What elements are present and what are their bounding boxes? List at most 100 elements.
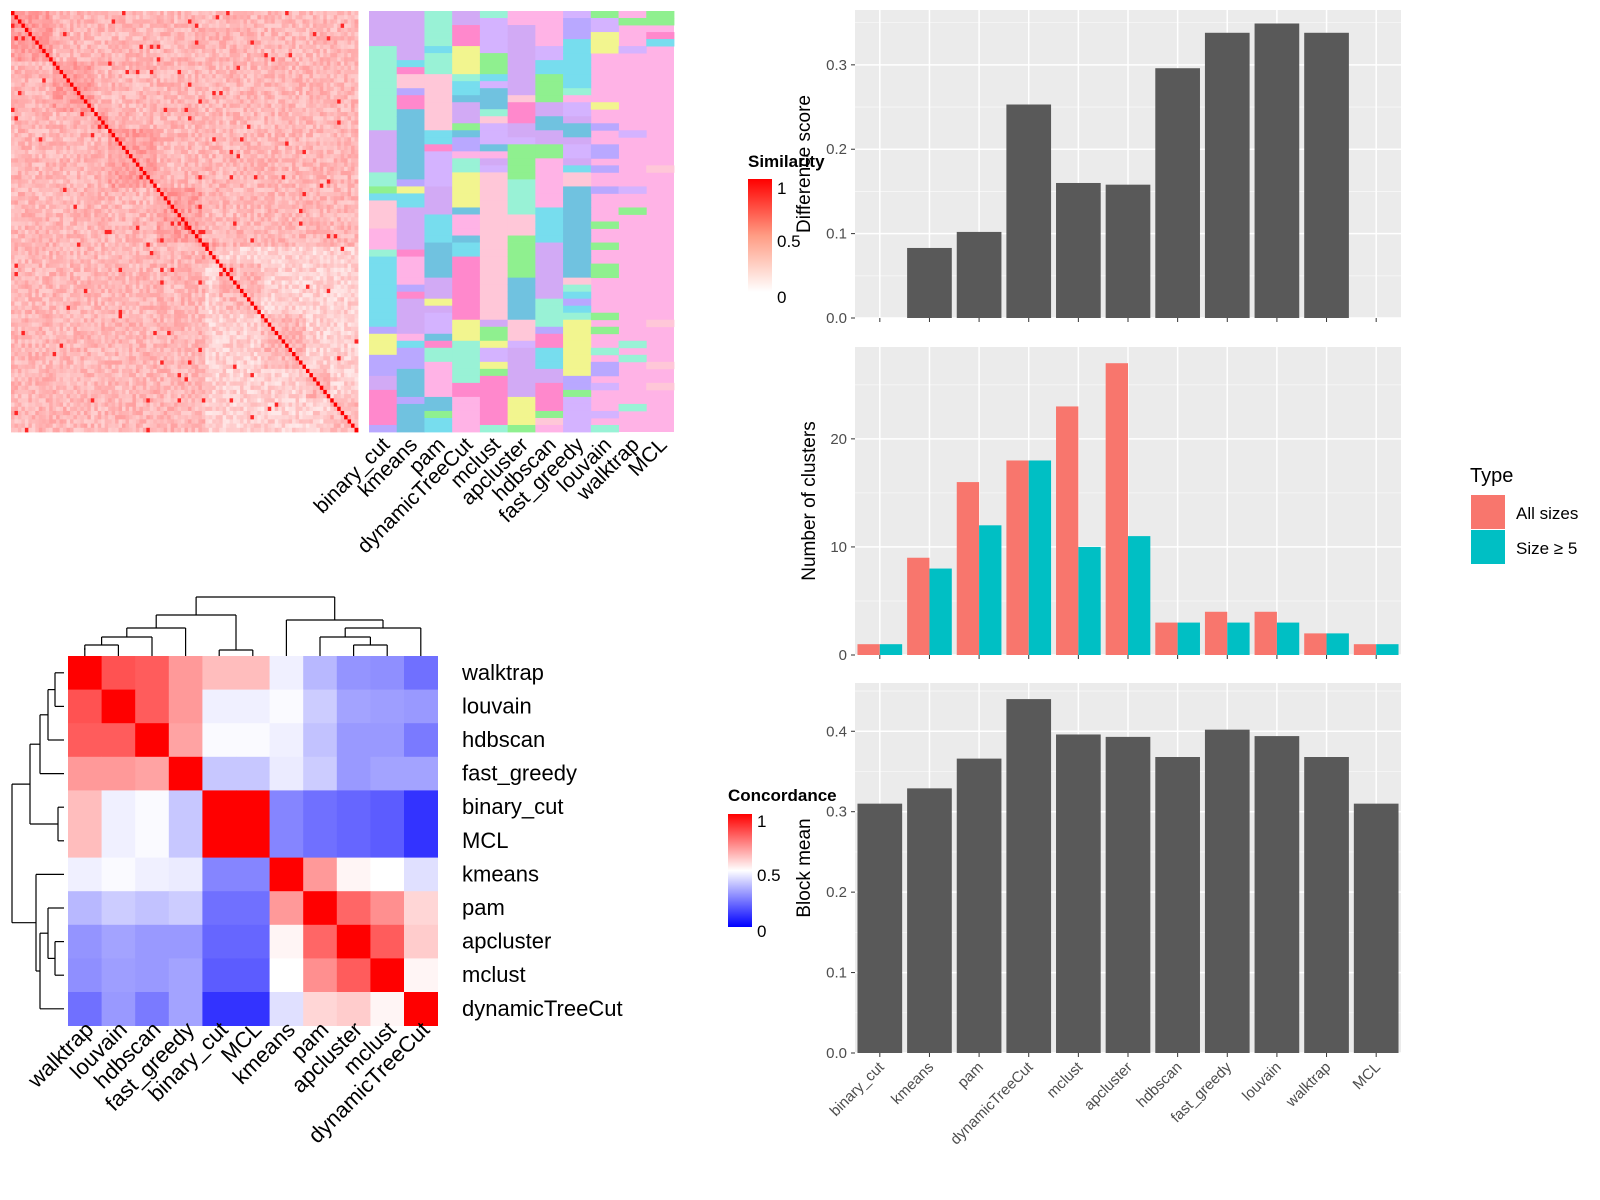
similarity-cell <box>17 19 22 25</box>
similarity-cell <box>243 61 248 67</box>
similarity-cell <box>153 44 158 50</box>
similarity-cell <box>146 187 151 193</box>
similarity-cell <box>177 200 182 206</box>
similarity-cell <box>163 200 168 206</box>
similarity-cell <box>194 141 199 147</box>
similarity-cell <box>163 128 168 134</box>
similarity-cell <box>28 11 33 16</box>
similarity-cell <box>132 116 137 121</box>
similarity-cell <box>243 15 248 20</box>
similarity-cell <box>267 175 272 180</box>
similarity-cell <box>285 112 289 117</box>
similarity-cell <box>344 183 348 189</box>
similarity-cell <box>264 213 269 218</box>
similarity-cell <box>236 213 241 218</box>
similarity-cell <box>229 200 234 206</box>
similarity-cell <box>351 208 355 214</box>
similarity-cell <box>288 162 293 168</box>
similarity-cell <box>253 137 258 142</box>
similarity-cell <box>160 82 165 88</box>
similarity-cell <box>250 208 255 214</box>
similarity-cell <box>135 69 140 75</box>
similarity-cell <box>80 15 85 20</box>
similarity-cell <box>177 204 182 210</box>
similarity-cell <box>45 154 50 159</box>
similarity-cell <box>264 40 269 46</box>
similarity-cell <box>323 74 328 79</box>
similarity-cell <box>323 99 328 105</box>
similarity-cell <box>80 116 85 121</box>
similarity-cell <box>233 217 237 222</box>
similarity-cell <box>135 53 140 58</box>
similarity-cell <box>115 11 119 16</box>
similarity-cell <box>14 78 19 83</box>
similarity-cell <box>163 192 168 197</box>
similarity-cell <box>14 187 19 193</box>
similarity-cell <box>21 57 26 62</box>
similarity-cell <box>274 183 279 189</box>
similarity-cell <box>222 192 227 197</box>
similarity-cell <box>333 36 338 41</box>
similarity-cell <box>122 65 126 71</box>
similarity-cell <box>253 74 258 79</box>
similarity-cell <box>215 65 220 71</box>
similarity-cell <box>201 15 206 20</box>
similarity-cell <box>69 158 74 163</box>
similarity-cell <box>271 19 276 25</box>
similarity-cell <box>274 154 279 159</box>
similarity-cell <box>156 145 161 151</box>
similarity-cell <box>69 120 74 126</box>
similarity-cell <box>76 57 81 62</box>
similarity-cell <box>305 204 310 210</box>
similarity-cell <box>344 69 348 75</box>
similarity-cell <box>250 120 255 126</box>
similarity-cell <box>316 116 321 121</box>
similarity-cell <box>337 166 342 172</box>
similarity-cell <box>52 57 57 62</box>
similarity-cell <box>340 170 345 176</box>
similarity-cell <box>184 166 189 172</box>
similarity-cell <box>31 23 36 29</box>
similarity-cell <box>14 166 19 172</box>
similarity-cell <box>76 179 81 185</box>
similarity-cell <box>292 192 296 197</box>
similarity-cell <box>132 107 137 113</box>
similarity-cell <box>11 61 15 67</box>
similarity-cell <box>149 82 154 88</box>
similarity-cell <box>115 74 119 79</box>
similarity-cell <box>135 217 140 222</box>
similarity-cell <box>246 19 251 25</box>
similarity-cell <box>260 213 265 218</box>
similarity-cell <box>128 124 133 130</box>
similarity-cell <box>83 175 88 180</box>
similarity-cell <box>267 95 272 100</box>
similarity-cell <box>330 57 335 62</box>
similarity-cell <box>56 53 60 58</box>
similarity-cell <box>142 170 147 176</box>
similarity-cell <box>319 137 324 142</box>
similarity-cell <box>347 103 352 109</box>
similarity-cell <box>243 179 248 185</box>
similarity-cell <box>312 166 317 172</box>
similarity-cell <box>90 175 95 180</box>
similarity-cell <box>316 213 321 218</box>
similarity-cell <box>108 86 113 92</box>
similarity-cell <box>35 208 40 214</box>
similarity-cell <box>52 23 57 29</box>
similarity-cell <box>146 213 151 218</box>
similarity-cell <box>163 86 168 92</box>
similarity-cell <box>128 154 133 159</box>
similarity-cell <box>288 107 293 113</box>
similarity-cell <box>292 65 296 71</box>
similarity-cell <box>212 162 217 168</box>
similarity-cell <box>181 11 185 16</box>
similarity-cell <box>194 170 199 176</box>
similarity-cell <box>132 44 137 50</box>
similarity-cell <box>302 175 307 180</box>
similarity-cell <box>111 183 116 189</box>
similarity-cell <box>128 179 133 185</box>
similarity-cell <box>288 192 293 197</box>
similarity-cell <box>118 86 123 92</box>
similarity-cell <box>288 187 293 193</box>
similarity-cell <box>181 124 185 130</box>
